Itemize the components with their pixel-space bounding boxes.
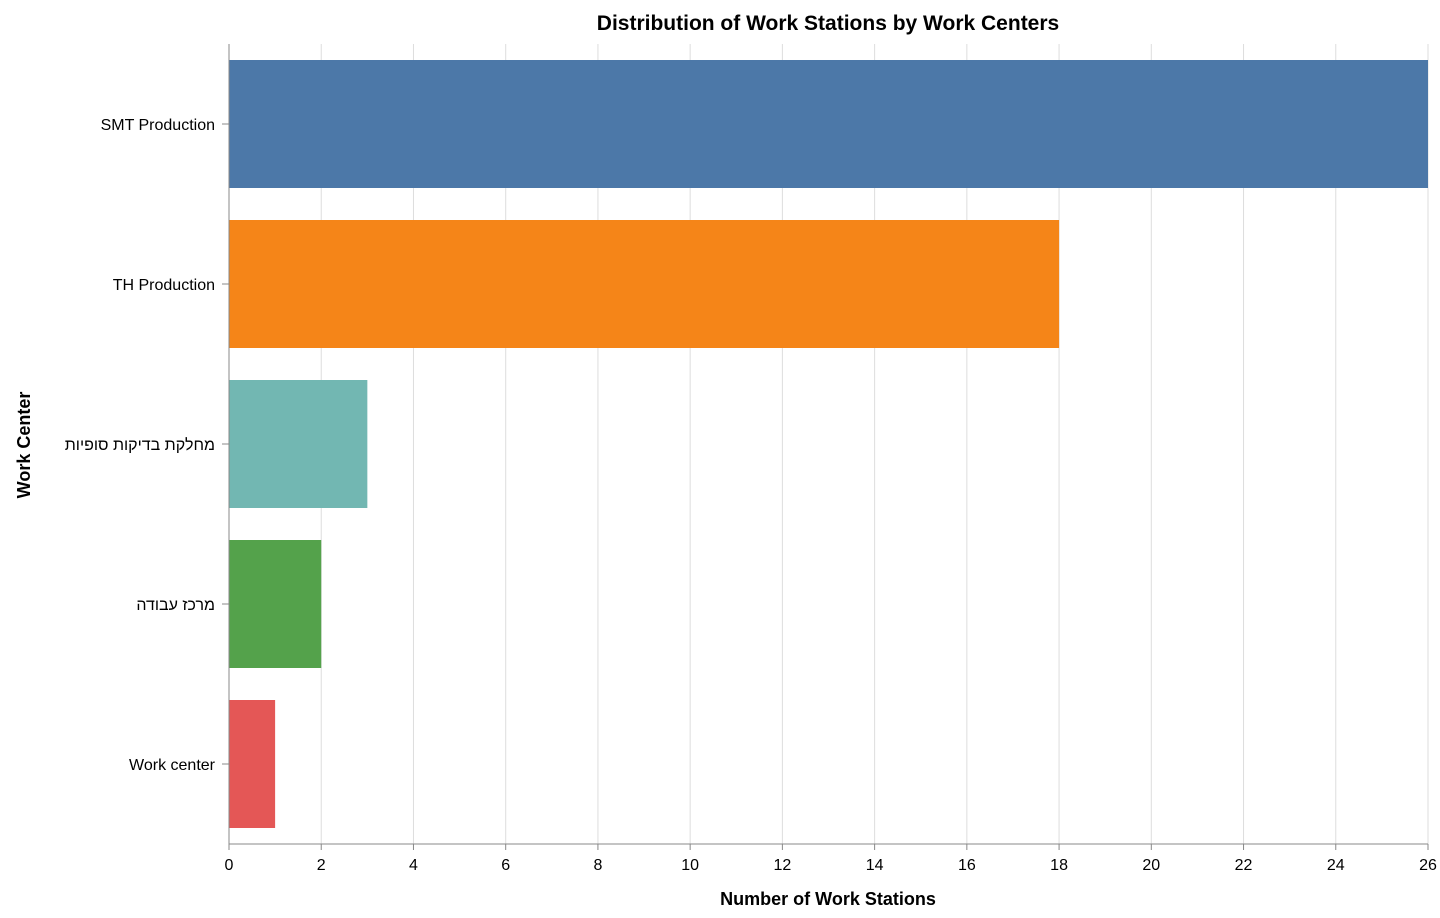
y-tick-label: SMT Production [101,117,215,134]
y-axis-title: Work Center [14,392,34,499]
y-tick-label: מרכז עבודה [136,597,215,614]
bar-1 [229,220,1060,348]
x-tick-label: 24 [1327,857,1345,874]
x-tick-label: 8 [593,857,602,874]
chart-title: Distribution of Work Stations by Work Ce… [597,12,1059,35]
bar-0 [229,60,1428,188]
bar-2 [229,380,368,508]
y-tick-label: TH Production [113,277,215,294]
bar-4 [229,700,276,828]
x-tick-label: 12 [773,857,791,874]
x-tick-label: 10 [681,857,699,874]
x-axis-title: Number of Work Stations [720,889,936,909]
x-tick-label: 22 [1235,857,1253,874]
x-tick-label: 2 [317,857,326,874]
x-tick-label: 14 [866,857,884,874]
x-tick-label: 6 [501,857,510,874]
x-tick-label: 18 [1050,857,1068,874]
x-tick-label: 26 [1419,857,1437,874]
x-tick-label: 0 [225,857,234,874]
bars [229,60,1428,828]
x-tick-label: 20 [1142,857,1160,874]
y-tick-label: Work center [129,757,216,774]
x-tick-label: 16 [958,857,976,874]
y-tick-label: מחלקת בדיקות סופיות [65,436,215,454]
x-tick-label: 4 [409,857,418,874]
bar-3 [229,540,322,668]
